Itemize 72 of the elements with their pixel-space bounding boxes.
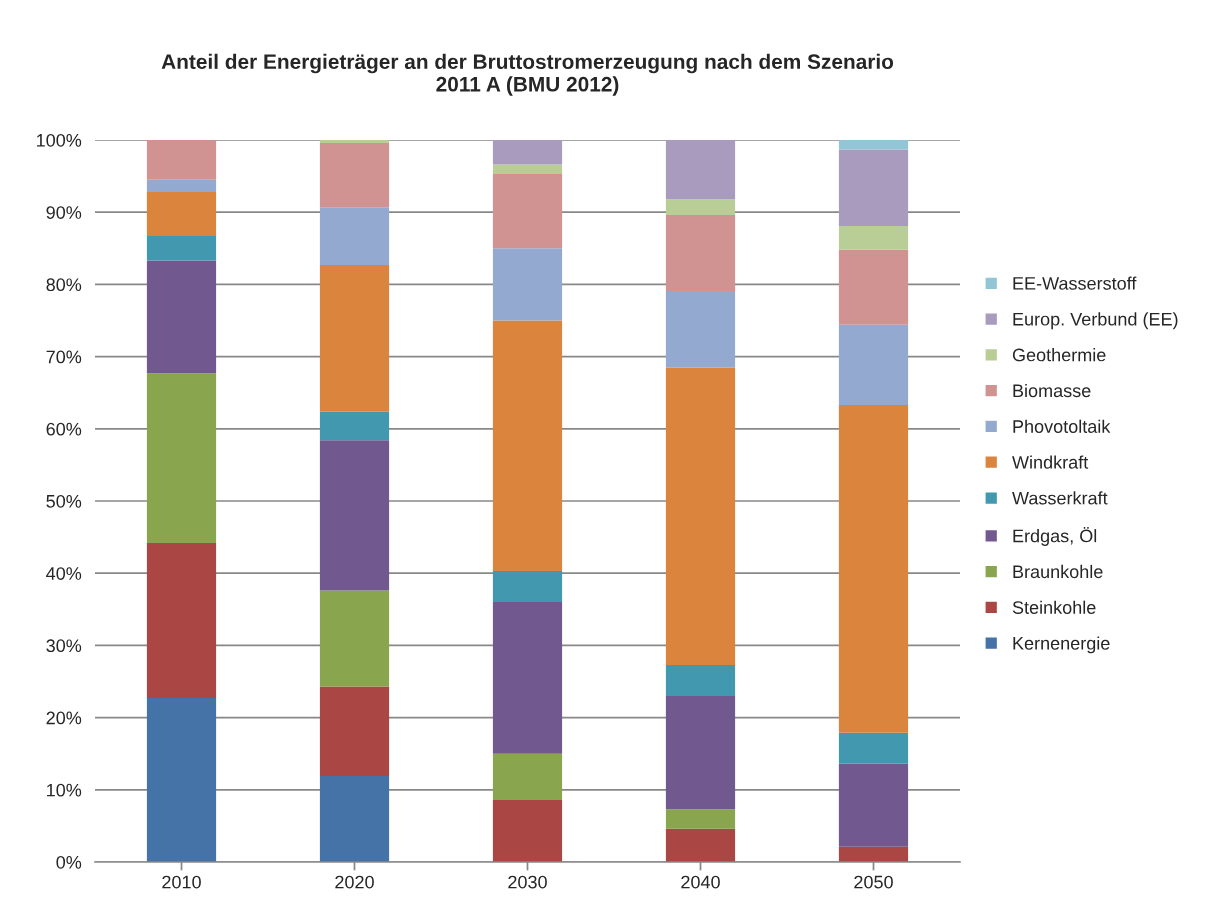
bar: [838, 249, 909, 325]
legend-label: Kernenergie: [1013, 636, 1110, 654]
legend-label: Europ. Verbund (EE): [1013, 312, 1178, 330]
bar: [838, 404, 909, 733]
legend-label: Geothermie: [1012, 348, 1106, 362]
bar: [665, 664, 736, 696]
bar: [838, 846, 909, 862]
bar: [146, 698, 217, 862]
bar: [319, 207, 390, 265]
y-tick-label: 10%: [47, 783, 82, 797]
bar: [492, 173, 563, 249]
legend-label: Steinkohle: [1012, 600, 1096, 614]
bar: [319, 590, 390, 687]
bar: [319, 264, 390, 412]
bar: [665, 809, 736, 829]
x-tick-label: 2010: [162, 875, 201, 889]
y-tick-label: 70%: [46, 350, 82, 364]
x-tick-label: 2050: [854, 875, 893, 889]
legend-label: Windkraft: [1012, 455, 1089, 469]
bar: [665, 290, 736, 368]
bar: [492, 602, 563, 754]
bar: [665, 140, 736, 200]
bar: [492, 164, 563, 174]
bar: [665, 695, 736, 810]
bar: [146, 236, 217, 261]
bar: [838, 732, 909, 764]
bar: [665, 215, 736, 291]
bar: [492, 571, 563, 603]
bar: [146, 140, 217, 180]
bar: [146, 373, 217, 543]
bar: [838, 140, 909, 150]
x-tick-label: 2020: [335, 875, 374, 889]
bar: [146, 191, 217, 237]
y-tick-label: 0%: [56, 855, 82, 869]
y-tick-label: 40%: [46, 567, 82, 580]
bar: [492, 320, 563, 572]
bar: [146, 260, 217, 374]
bar: [492, 753, 563, 800]
y-tick-label: 30%: [46, 639, 82, 653]
bar: [665, 828, 736, 862]
legend-label: EE-Wasserstoff: [1013, 276, 1137, 290]
bar: [319, 686, 390, 777]
x-tick-label: 2030: [508, 875, 547, 889]
legend-label: Erdgas, Öl: [1013, 527, 1097, 546]
bar: [838, 149, 909, 226]
x-tick-label: 2040: [681, 875, 720, 889]
legend-label: Braunkohle: [1013, 564, 1103, 579]
y-tick-label: 60%: [46, 422, 82, 436]
legend-label: Biomasse: [1013, 383, 1091, 398]
bar: [146, 542, 217, 699]
bar: [146, 179, 217, 192]
legend-label: Wasserkraft: [1012, 491, 1108, 505]
bar: [319, 142, 390, 208]
y-tick-label: 90%: [46, 206, 82, 219]
bar: [665, 367, 736, 665]
bar: [838, 763, 909, 847]
bar: [492, 140, 563, 165]
bar: [665, 199, 736, 216]
bar: [838, 225, 909, 250]
bar: [319, 776, 390, 862]
y-tick-label: 100%: [37, 133, 82, 147]
bar: [838, 324, 909, 405]
bar: [319, 140, 390, 143]
bar: [319, 440, 390, 591]
bar: [492, 799, 563, 862]
y-tick-label: 50%: [46, 494, 82, 508]
y-tick-label: 80%: [46, 278, 82, 292]
bar: [319, 411, 390, 441]
legend-label: Phovotoltaik: [1013, 419, 1111, 433]
y-tick-label: 20%: [46, 711, 82, 725]
chart-title: Anteil der Energieträger an der Bruttostromerzeugung nach dem Szenario 2011 A (BMU 2012): [161, 53, 894, 96]
bar: [492, 248, 563, 321]
